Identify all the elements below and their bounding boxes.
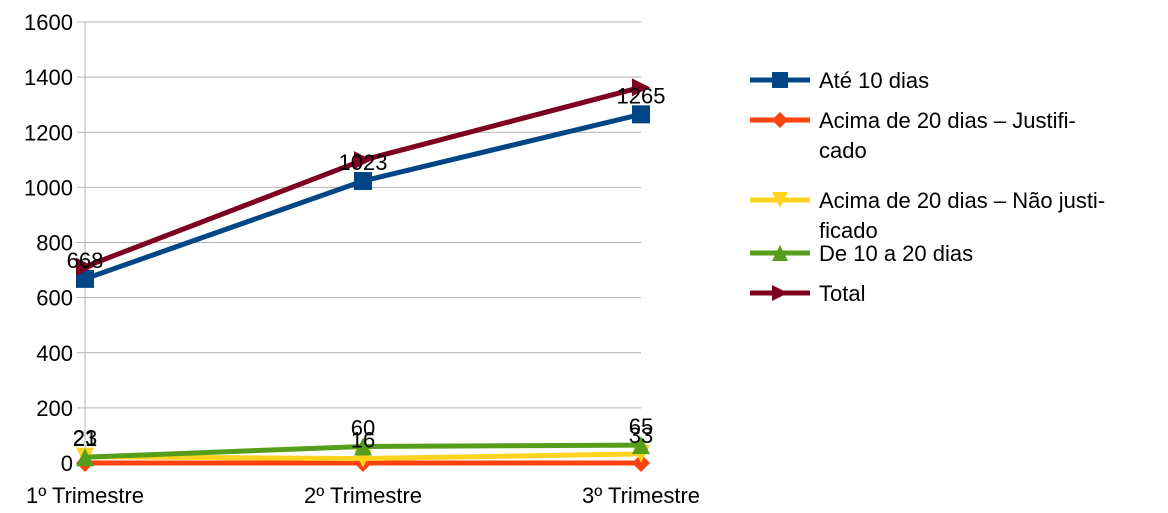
y-tick-label: 0 — [61, 451, 73, 476]
legend-label: Total — [819, 281, 865, 306]
legend-marker — [772, 112, 788, 128]
legend-item: Acima de 20 dias – Não justi-ficado — [750, 188, 1105, 243]
legend-item: Até 10 dias — [750, 68, 929, 93]
data-point — [76, 269, 94, 288]
y-tick-label: 200 — [36, 396, 73, 421]
legend-marker — [772, 285, 788, 301]
y-axis: 0 200 400 600 800 1000 1200 1400 1600 — [24, 10, 86, 476]
y-tick-label: 800 — [36, 231, 73, 256]
legend-label: De 10 a 20 dias — [819, 241, 973, 266]
y-tick-label: 600 — [36, 286, 73, 311]
x-tick-label: 3º Trimestre — [582, 483, 700, 508]
legend-label: Acima de 20 dias – Justifi- — [819, 108, 1076, 133]
legend-item: De 10 a 20 dias — [750, 241, 973, 266]
data-point — [632, 454, 650, 472]
legend-item: Acima de 20 dias – Justifi-cado — [750, 108, 1076, 163]
data-labels: 668 1023 1265 23 16 33 21 60 65 — [67, 83, 666, 452]
legend-marker — [772, 245, 788, 261]
series-layer — [76, 78, 650, 472]
series-line — [84, 111, 642, 282]
data-label: 60 — [351, 415, 375, 440]
gridlines — [85, 21, 641, 464]
y-tick-label: 1400 — [24, 65, 73, 90]
data-point — [354, 151, 372, 170]
data-label: 33 — [629, 423, 653, 448]
data-point — [632, 78, 650, 97]
legend-item: Total — [750, 281, 865, 306]
legend: Até 10 dias Acima de 20 dias – Justifi-ca… — [750, 68, 1105, 306]
y-tick-label: 1600 — [24, 10, 73, 35]
data-label: 16 — [351, 428, 375, 453]
y-tick-label: 400 — [36, 341, 73, 366]
data-label: 65 — [629, 414, 653, 439]
y-tick-label: 1200 — [24, 120, 73, 145]
legend-label: ficado — [819, 218, 878, 243]
data-point — [76, 448, 94, 467]
data-label: 21 — [73, 426, 97, 451]
legend-marker — [772, 72, 788, 88]
data-point — [632, 436, 650, 455]
data-point — [354, 172, 372, 191]
legend-label: cado — [819, 138, 867, 163]
data-point — [76, 257, 94, 276]
x-tick-label: 2º Trimestre — [304, 483, 422, 508]
data-label: 1265 — [617, 83, 666, 108]
data-point — [632, 105, 650, 124]
data-label: 1023 — [339, 150, 388, 175]
data-label: 23 — [73, 426, 97, 451]
y-tick-label: 1000 — [24, 175, 73, 200]
x-tick-label: 1º Trimestre — [26, 483, 144, 508]
legend-marker — [772, 192, 788, 208]
legend-label: Acima de 20 dias – Não justi- — [819, 188, 1105, 213]
data-point — [354, 437, 372, 456]
legend-label: Até 10 dias — [819, 68, 929, 93]
data-label: 668 — [67, 248, 104, 273]
